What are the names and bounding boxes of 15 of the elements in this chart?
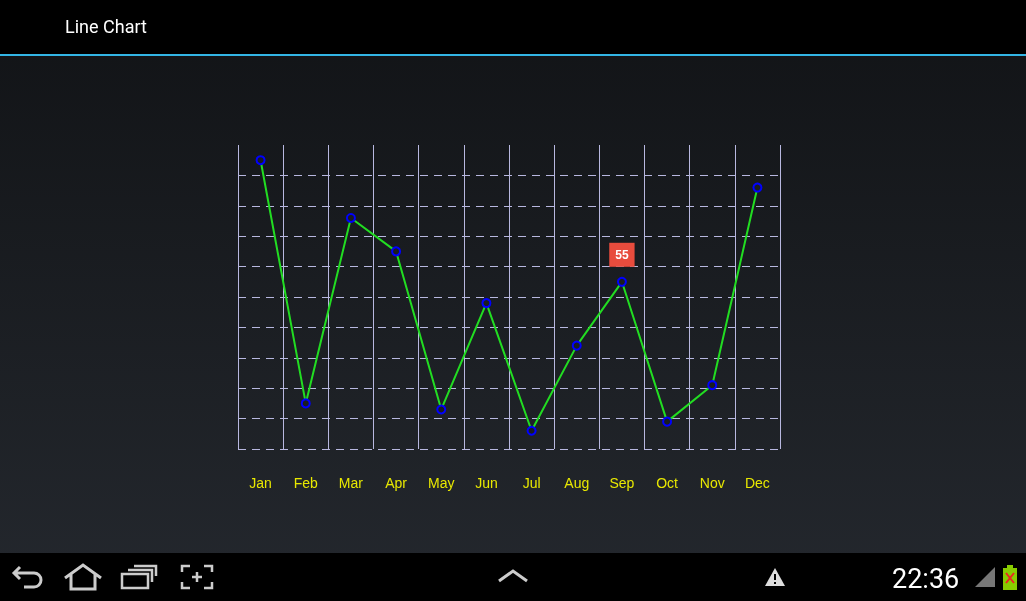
x-tick-label: May [428, 475, 455, 491]
x-tick-label: Feb [293, 475, 319, 491]
x-tick-label: Apr [385, 475, 408, 491]
x-tick-label: Mar [338, 475, 364, 491]
x-tick-label: Jan [249, 475, 272, 491]
x-tick-label: Dec [744, 475, 770, 491]
x-tick-label: Nov [699, 475, 725, 491]
x-tick-label: Jun [475, 475, 498, 491]
x-tick-label: Sep [609, 475, 635, 491]
data-label: 55 [615, 247, 629, 262]
chart-title: Line Chart [65, 16, 147, 37]
x-tick-label: Aug [564, 475, 590, 491]
text: 22:36 [892, 563, 960, 595]
x-tick-label: Oct [656, 475, 679, 491]
x-tick-label: Jul [522, 475, 541, 491]
